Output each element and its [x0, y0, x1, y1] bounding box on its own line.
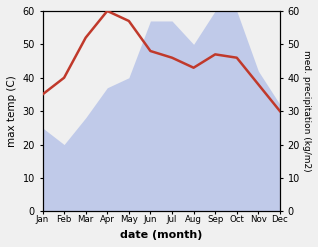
X-axis label: date (month): date (month)	[120, 230, 203, 240]
Y-axis label: med. precipitation (kg/m2): med. precipitation (kg/m2)	[302, 50, 311, 172]
Y-axis label: max temp (C): max temp (C)	[7, 75, 17, 147]
